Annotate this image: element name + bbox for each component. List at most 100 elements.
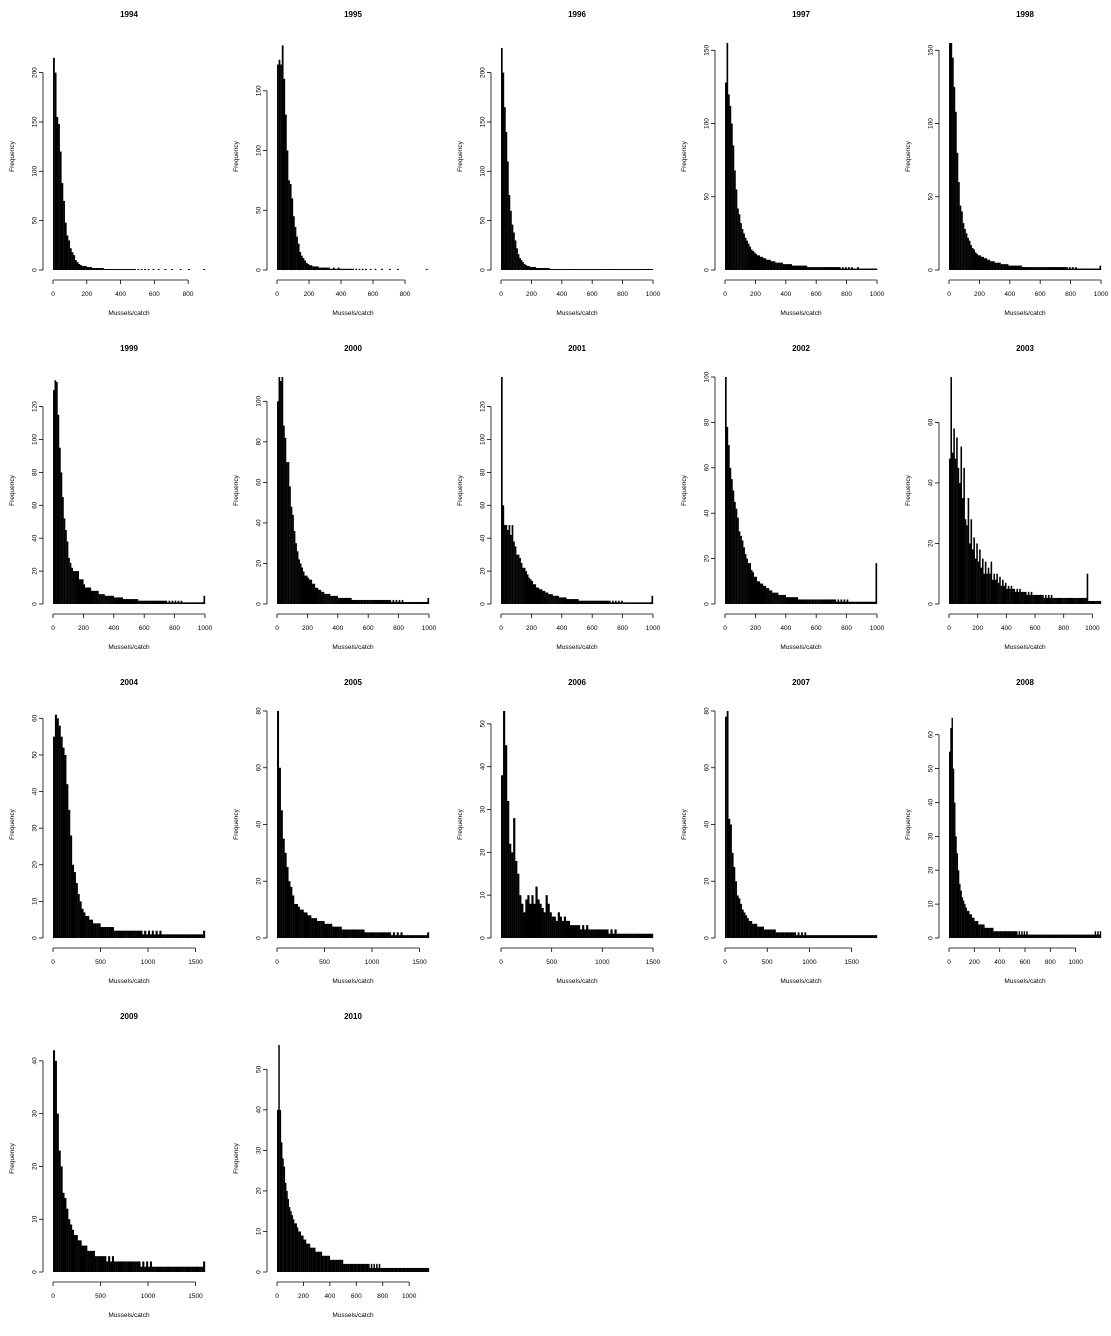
bar [733,867,736,938]
bar [307,577,310,604]
y-tick-label: 30 [927,832,934,840]
bar [1042,934,1045,938]
bar [545,895,548,938]
bar [72,1229,75,1272]
x-axis-label: Mussels/catch [108,1312,150,1319]
bar [964,228,966,270]
bar [1086,573,1089,604]
bar [852,268,855,270]
bar [373,932,376,938]
bar [1093,934,1095,938]
bar [855,601,858,604]
y-tick-label: 60 [703,464,710,472]
bar [869,268,872,270]
bar [802,265,805,270]
bar [284,437,287,604]
bar [309,915,312,938]
bar [980,256,983,270]
bar [284,852,287,939]
x-tick-label: 400 [780,291,791,298]
bar [863,268,865,270]
y-tick-label: 20 [703,877,710,885]
bar [649,269,652,270]
bar [106,1261,109,1272]
bar [804,599,806,604]
bar [1027,934,1029,938]
panel-title: 1996 [568,10,586,19]
bar [129,930,132,938]
bar [759,256,762,270]
bar [53,1050,56,1272]
bar [572,269,575,270]
bar [1031,934,1033,938]
y-tick-label: 0 [703,936,710,940]
bar [977,255,980,270]
bar [382,1267,385,1272]
bar [779,932,781,938]
bar [554,595,556,604]
bar [326,267,329,270]
bar [1053,597,1056,604]
bar [193,934,196,938]
bar [825,267,827,270]
bar [634,933,637,938]
bar [286,462,288,605]
bar [834,935,837,938]
bar [843,599,846,604]
y-tick-label: 100 [479,166,486,177]
bar [180,600,183,604]
bar [845,601,847,604]
y-tick-label: 0 [479,936,486,940]
x-tick-label: 800 [183,291,194,298]
bar [410,601,413,604]
bar [640,602,643,604]
bar [319,1251,321,1272]
bar [104,1256,107,1272]
bar [992,579,994,604]
bar [949,458,951,604]
bar [1055,597,1057,604]
bar [348,597,351,604]
bar [1023,931,1026,938]
bar [1085,268,1088,270]
histogram-panel-2008: 2008 0 200 400 600 800 1000 0 10 20 30 40 50 60 Mussel… [896,668,1111,1002]
bar [552,269,555,270]
bar [415,601,417,604]
bar [384,1267,386,1272]
y-tick-label: 60 [31,501,38,509]
y-tick-label: 30 [255,1146,262,1154]
bar [593,269,596,270]
bar [1066,267,1068,270]
bar [839,601,841,604]
bar [628,602,631,604]
bar [176,602,178,604]
y-tick-label: 60 [255,478,262,486]
histogram-panel-2000: 2000 0 200 400 600 800 1000 0 20 40 60 80 100 Mussels… [224,334,448,668]
bar [159,1266,162,1272]
bar [983,573,985,604]
bar [842,267,844,270]
bar [171,269,174,270]
bar [423,1267,426,1272]
bar [112,595,114,604]
bar [559,916,562,938]
bar [951,452,954,604]
bar [978,924,980,938]
bar [819,935,822,938]
x-axis-label: Mussels/catch [108,310,150,317]
bar [552,595,555,604]
bar [54,380,57,604]
bar [361,268,364,270]
bar [1006,588,1008,604]
bar [640,269,643,270]
bar [608,600,611,604]
bar [320,267,322,270]
bar [799,935,802,938]
bar [965,233,968,270]
bar [419,1267,422,1272]
bar [1044,934,1046,938]
bar [298,1231,300,1272]
panel-title: 1994 [120,10,138,19]
bar [289,183,292,270]
